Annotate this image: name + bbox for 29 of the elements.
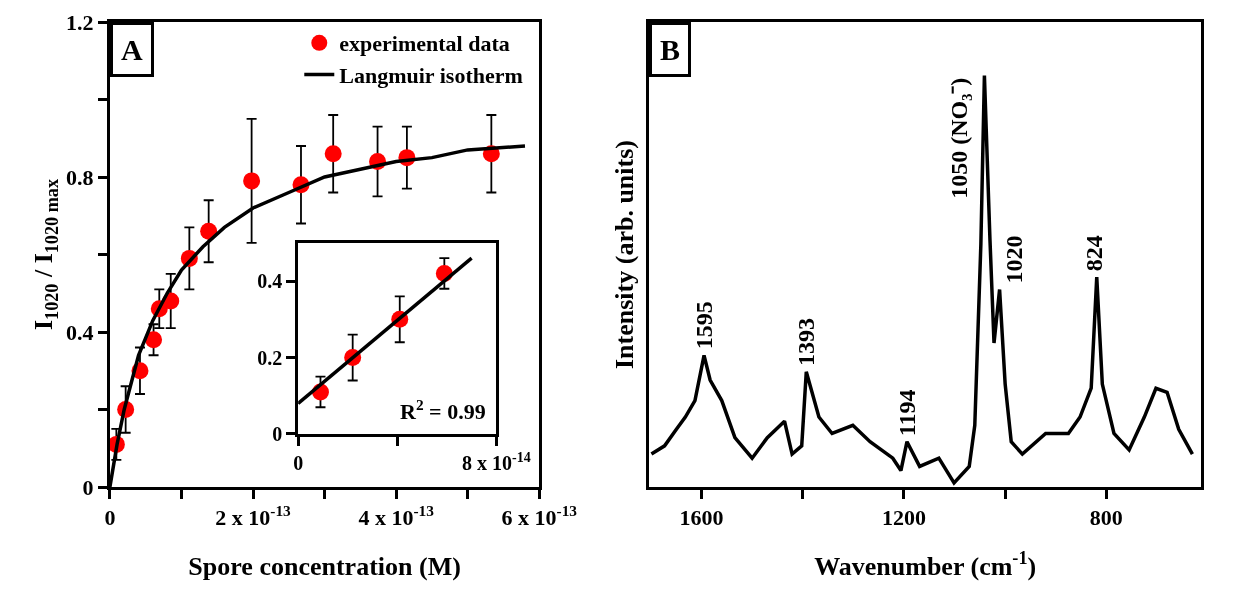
annotation: 1020 bbox=[1000, 235, 1027, 284]
text: B bbox=[660, 33, 681, 66]
y-tick-label: 0.4 bbox=[257, 270, 283, 293]
annotation: R$^{2}$ = 0.99 bbox=[400, 396, 486, 425]
y-axis-title: Intensity (arb. units) bbox=[609, 140, 639, 369]
y-tick-label: 0.8 bbox=[66, 164, 94, 190]
y-tick-label: 0.2 bbox=[257, 346, 283, 369]
x-tick-label: 1600 bbox=[679, 505, 724, 531]
x-tick-label: 8 x 10$^{-14}$ bbox=[462, 449, 531, 474]
x-tick-label: 2 x 10$^{-13}$ bbox=[215, 502, 292, 531]
x-axis-title: Wavenumber (cm$^{-1}$) bbox=[814, 548, 1037, 582]
x-tick-label: 0 bbox=[104, 505, 116, 531]
y-tick-label: 0.4 bbox=[66, 319, 94, 345]
x-tick-label: 4 x 10$^{-13}$ bbox=[358, 502, 435, 531]
y-tick-label: 0 bbox=[82, 474, 94, 500]
annotation: 1194 bbox=[893, 389, 920, 437]
annotation: 1050 (NO₃⁻) bbox=[945, 77, 972, 199]
y-tick-label: 0 bbox=[272, 422, 283, 445]
x-tick-label: 6 x 10$^{-13}$ bbox=[501, 502, 578, 531]
annotation: A bbox=[121, 33, 143, 66]
x-tick-label: 1200 bbox=[881, 505, 926, 531]
y-tick-label: 1.2 bbox=[66, 9, 94, 35]
annotation: 1595 bbox=[690, 301, 717, 350]
annotation: 824 bbox=[1081, 235, 1108, 272]
legend-label: experimental data bbox=[339, 31, 510, 57]
x-axis-title: Spore concentration (M) bbox=[188, 552, 461, 582]
annotation: 1393 bbox=[793, 318, 820, 367]
legend-label: Langmuir isotherm bbox=[339, 62, 523, 88]
x-tick-label: 800 bbox=[1089, 505, 1123, 531]
